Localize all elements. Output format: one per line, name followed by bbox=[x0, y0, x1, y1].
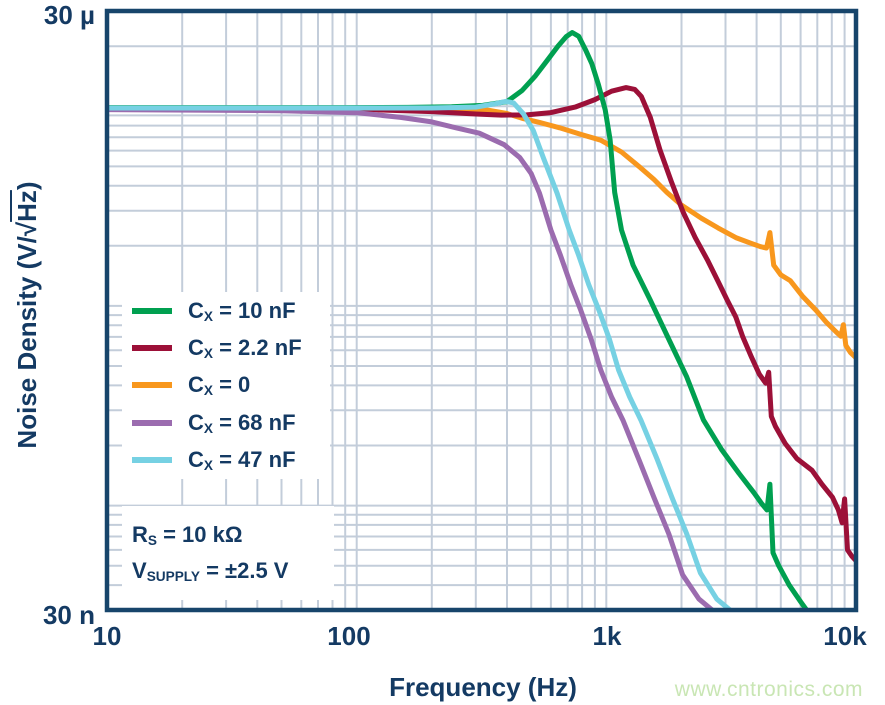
legend-item-47nF: CX = 47 nF bbox=[122, 442, 330, 479]
x-axis-title: Frequency (Hz) bbox=[389, 672, 577, 702]
legend-label: CX = 47 nF bbox=[188, 447, 296, 474]
watermark-text: www.cntronics.com bbox=[674, 678, 863, 701]
x-tick-100: 100 bbox=[327, 621, 371, 651]
supply-voltage-note: VSUPPLY = ±2.5 V bbox=[132, 558, 289, 584]
curve-cx-2.2-nf bbox=[107, 85, 856, 564]
legend-label: CX = 2.2 nF bbox=[188, 335, 302, 362]
curve-cx-68-nf bbox=[107, 107, 717, 610]
legend-item-0: CX = 0 bbox=[122, 367, 330, 404]
legend: CX = 10 nF CX = 2.2 nF CX = 0 CX = 68 nF… bbox=[122, 292, 330, 479]
test-conditions: RS = 10 kΩ VSUPPLY = ±2.5 V bbox=[122, 506, 334, 600]
x-tick-1k: 1k bbox=[592, 621, 622, 651]
legend-swatch-darkred bbox=[132, 345, 172, 352]
legend-item-68nF: CX = 68 nF bbox=[122, 404, 330, 441]
legend-item-10nF: CX = 10 nF bbox=[122, 292, 330, 329]
x-tick-10k: 10k bbox=[823, 621, 867, 651]
legend-label: CX = 68 nF bbox=[188, 409, 296, 436]
legend-item-2p2nF: CX = 2.2 nF bbox=[122, 329, 330, 366]
plot-frame bbox=[104, 8, 859, 613]
source-resistance-note: RS = 10 kΩ bbox=[132, 522, 243, 548]
legend-swatch-green bbox=[132, 307, 172, 314]
legend-swatch-purple bbox=[132, 419, 172, 426]
legend-swatch-cyan bbox=[132, 457, 172, 464]
legend-swatch-orange bbox=[132, 382, 172, 389]
y-axis-title: Noise Density (V/√Hz) bbox=[12, 181, 42, 449]
legend-label: CX = 0 bbox=[188, 372, 251, 399]
legend-label: CX = 10 nF bbox=[188, 297, 296, 324]
x-tick-10: 10 bbox=[92, 621, 122, 651]
noise-curves bbox=[107, 30, 856, 610]
curve-cx-47-nf bbox=[107, 98, 734, 610]
y-tick-bottom: 30 n bbox=[42, 600, 95, 630]
y-tick-top: 30 µ bbox=[43, 0, 95, 30]
